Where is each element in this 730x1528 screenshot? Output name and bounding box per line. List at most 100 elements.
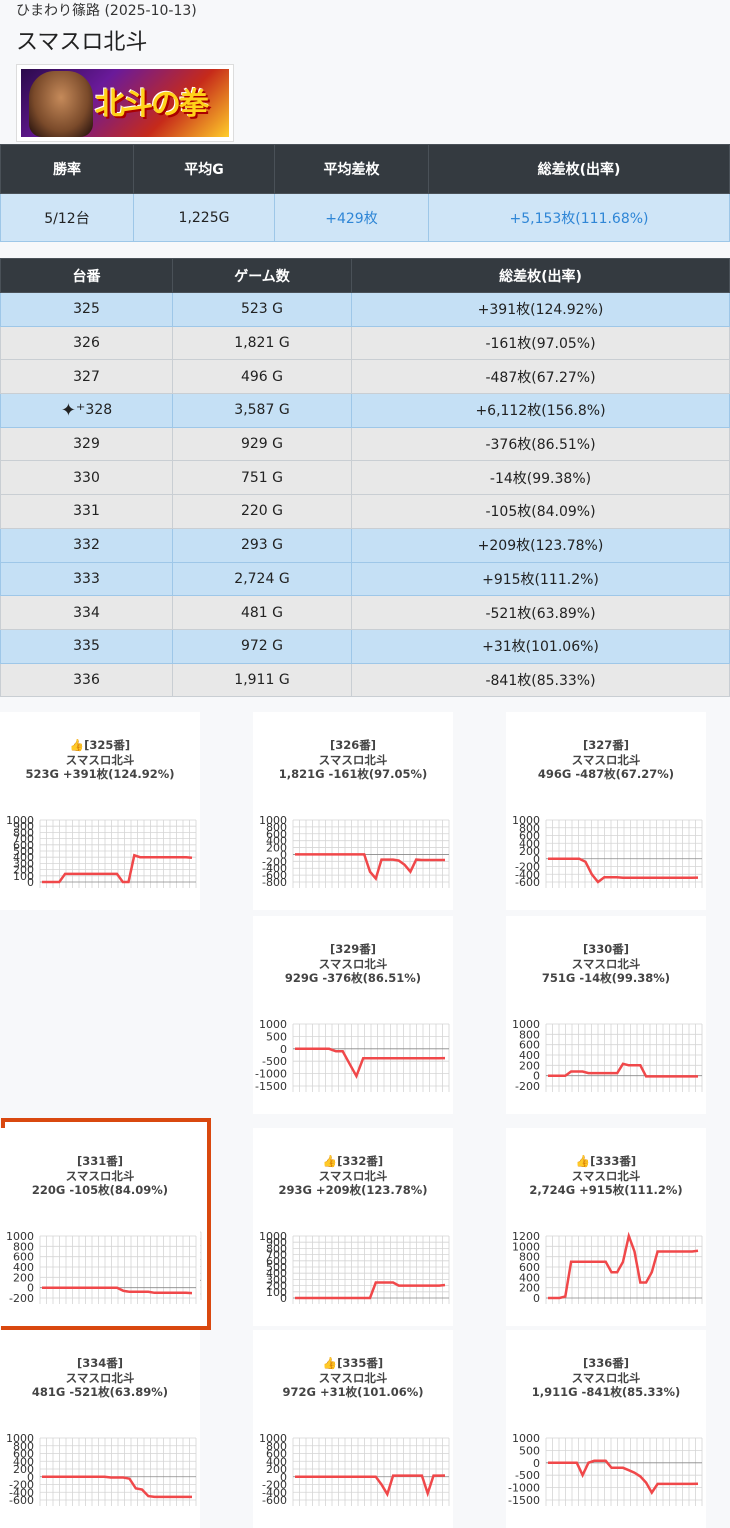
machine-header-number: 台番 (0, 258, 173, 293)
graph-title-block: [327番] スマスロ北斗 496G -487枚(67.27%) (506, 738, 706, 782)
y-tick-label: 600 (13, 1251, 34, 1264)
machine-games: 220 G (172, 494, 352, 529)
series-line (295, 1281, 446, 1300)
character-portrait (29, 71, 93, 137)
machine-diff: -105枚(84.09%) (351, 494, 730, 529)
graph-card[interactable]: [330番] スマスロ北斗 751G -14枚(99.38%) 1000 800 600 4… (506, 916, 706, 1114)
graph-title: [330番] (582, 942, 630, 956)
y-tick-label: -500 (262, 1055, 287, 1068)
graph-card[interactable]: [326番] スマスロ北斗 1,821G -161枚(97.05%) 1000 800 6… (253, 712, 453, 910)
summary-table: 勝率 平均G 平均差枚 総差枚(出率) 5/12台 1,225G +429枚 +… (0, 144, 730, 242)
graph-card[interactable]: 👍[332番] スマスロ北斗 293G +209枚(123.78%) 1000 900 8… (253, 1128, 453, 1326)
table-row[interactable]: 327 496 G -487枚(67.27%) (0, 359, 730, 395)
y-tick-label: 800 (519, 822, 540, 835)
machine-number: 336 (73, 671, 100, 688)
summary-avg-diff: +429枚 (274, 193, 429, 242)
y-tick-label: 800 (266, 1242, 287, 1255)
y-tick-label: 600 (519, 1261, 540, 1274)
machine-number: 334 (73, 604, 100, 621)
y-tick-label: 700 (13, 833, 34, 846)
graph-card[interactable]: 👍[335番] スマスロ北斗 972G +31枚(101.06%) 1000 800 60… (253, 1330, 453, 1528)
page-title: スマスロ北斗 (16, 30, 148, 55)
graph-subtitle: スマスロ北斗 (65, 752, 135, 767)
y-tick-label: 0 (280, 1471, 287, 1484)
y-tick-label: -400 (262, 862, 287, 875)
graph-subtitle: スマスロ北斗 (571, 1168, 641, 1183)
table-row[interactable]: 326 1,821 G -161枚(97.05%) (0, 325, 730, 361)
series-line (548, 1231, 699, 1300)
y-tick-label: 1200 (512, 1230, 540, 1243)
machine-diff: +209枚(123.78%) (351, 527, 730, 563)
series-line (295, 1474, 446, 1498)
y-tick-label: 500 (519, 1444, 540, 1457)
machine-number-cell: 325 (0, 292, 173, 327)
graph-card[interactable]: [327番] スマスロ北斗 496G -487枚(67.27%) 1000 800 600… (506, 712, 706, 910)
table-row[interactable]: 334 481 G -521枚(63.89%) (0, 595, 730, 630)
machine-number: 335 (73, 638, 100, 655)
graph-card[interactable]: [336番] スマスロ北斗 1,911G -841枚(85.33%) 1000 500 0… (506, 1330, 706, 1528)
machine-diff: -841枚(85.33%) (351, 662, 730, 698)
y-tick-label: 400 (13, 1261, 34, 1274)
table-row[interactable]: 330 751 G -14枚(99.38%) (0, 460, 730, 496)
graph-title: [327番] (582, 738, 630, 752)
machine-games: 3,587 G (172, 393, 352, 428)
graph-caption: 481G -521枚(63.89%) (31, 1385, 169, 1399)
table-row[interactable]: 336 1,911 G -841枚(85.33%) (0, 662, 730, 698)
graph-card[interactable]: 👍[333番] スマスロ北斗 2,724G +915枚(111.2%) 1200 100… (506, 1128, 706, 1326)
table-row[interactable]: ✦⁺328 3,587 G +6,112枚(156.8%) (0, 393, 730, 428)
series-line (42, 853, 193, 884)
table-row[interactable]: 333 2,724 G +915枚(111.2%) (0, 561, 730, 597)
machine-header-row: 台番 ゲーム数 総差枚(出率) (0, 258, 730, 293)
graph-subtitle: スマスロ北斗 (318, 1370, 388, 1385)
y-tick-label: -200 (262, 1479, 287, 1492)
y-tick-label: 900 (266, 1236, 287, 1249)
y-tick-label: 1000 (512, 1240, 540, 1253)
summary-total-diff: +5,153枚(111.68%) (428, 193, 730, 242)
machine-number: 325 (73, 301, 100, 318)
graph-caption: 293G +209枚(123.78%) (278, 1183, 428, 1197)
table-row[interactable]: 331 220 G -105枚(84.09%) (0, 494, 730, 529)
table-row[interactable]: 332 293 G +209枚(123.78%) (0, 527, 730, 563)
y-tick-label: 400 (266, 835, 287, 848)
y-tick-label: -1500 (255, 1080, 287, 1093)
y-tick-label: 600 (266, 1255, 287, 1268)
y-tick-label: -600 (515, 876, 540, 889)
graph-title: [329番] (329, 942, 377, 956)
graph-caption: 220G -105枚(84.09%) (31, 1183, 169, 1197)
machine-games: 972 G (172, 628, 352, 664)
machine-games: 751 G (172, 460, 352, 496)
machine-number: 332 (73, 537, 100, 554)
y-tick-label: 800 (519, 1028, 540, 1041)
graph-card[interactable]: [334番] スマスロ北斗 481G -521枚(63.89%) 1000 800 600… (0, 1330, 200, 1528)
y-tick-label: 200 (519, 1282, 540, 1295)
y-tick-label: 400 (13, 851, 34, 864)
graph-title: 👍[335番] (322, 1356, 384, 1370)
graph-title-block: [334番] スマスロ北斗 481G -521枚(63.89%) (0, 1356, 200, 1400)
y-tick-label: -200 (262, 855, 287, 868)
graph-card[interactable]: 👍[325番] スマスロ北斗 523G +391枚(124.92%) 1000 900 8… (0, 712, 200, 910)
series-line (548, 857, 699, 884)
y-tick-label: 1000 (512, 1432, 540, 1445)
graph-title-block: [336番] スマスロ北斗 1,911G -841枚(85.33%) (506, 1356, 706, 1400)
y-tick-label: 400 (13, 1455, 34, 1468)
machine-games: 496 G (172, 359, 352, 395)
machine-number-cell: 333 (0, 561, 173, 597)
machine-games: 929 G (172, 426, 352, 462)
machine-number: 328 (85, 401, 113, 418)
graph-card[interactable]: [331番] スマスロ北斗 220G -105枚(84.09%) 1000 800 600… (0, 1128, 200, 1326)
machine-number-cell: 327 (0, 359, 173, 395)
table-row[interactable]: 329 929 G -376枚(86.51%) (0, 426, 730, 462)
y-tick-label: 1000 (512, 1018, 540, 1031)
graph-subtitle: スマスロ北斗 (571, 1370, 641, 1385)
y-tick-label: -1000 (255, 1068, 287, 1081)
graph-title-block: [331番] スマスロ北斗 220G -105枚(84.09%) (0, 1154, 200, 1198)
graph-card[interactable]: [329番] スマスロ北斗 929G -376枚(86.51%) 1000 500 0 -5… (253, 916, 453, 1114)
y-tick-label: -600 (262, 869, 287, 882)
y-tick-label: 900 (13, 820, 34, 833)
table-row[interactable]: 325 523 G +391枚(124.92%) (0, 292, 730, 327)
y-tick-label: 200 (266, 1280, 287, 1293)
graph-caption: 523G +391枚(124.92%) (25, 767, 175, 781)
table-row[interactable]: 335 972 G +31枚(101.06%) (0, 628, 730, 664)
y-tick-label: 0 (533, 1457, 540, 1470)
